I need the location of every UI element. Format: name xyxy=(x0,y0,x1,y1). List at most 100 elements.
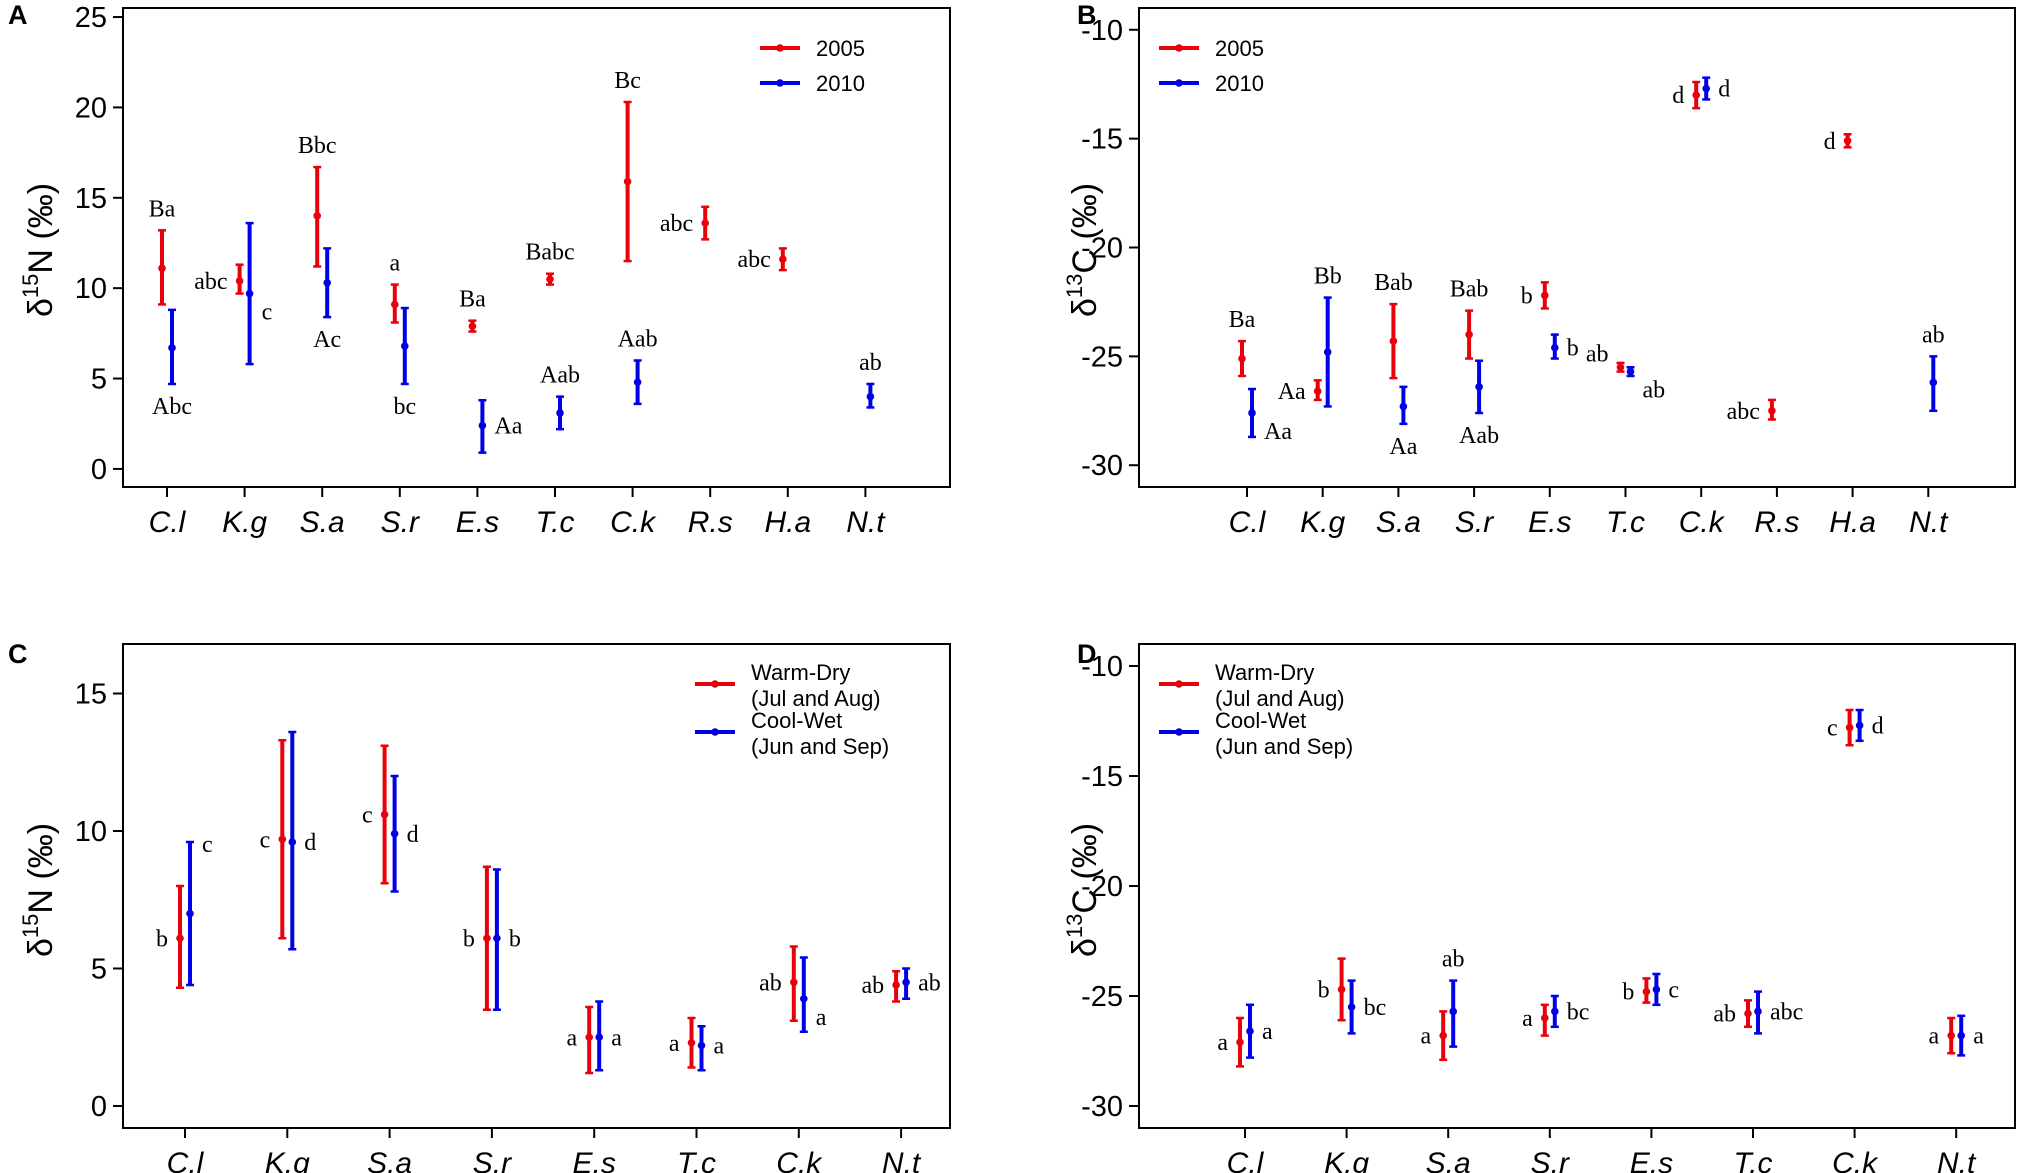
significance-label: Ba xyxy=(149,196,176,222)
mean-point xyxy=(585,1033,593,1042)
mean-point xyxy=(1399,402,1408,411)
mean-point xyxy=(1449,1007,1457,1016)
significance-label: a xyxy=(1522,1006,1533,1032)
x-tick-label: N.t xyxy=(1937,1147,1977,1173)
significance-label: Ac xyxy=(313,327,341,353)
significance-label: d xyxy=(1672,83,1684,109)
mean-point xyxy=(1248,409,1256,417)
legend-label: 2005 xyxy=(1215,36,1264,61)
mean-point xyxy=(186,909,194,918)
significance-label: b xyxy=(1521,283,1533,309)
y-tick-label: 0 xyxy=(91,454,107,486)
y-tick-label: 10 xyxy=(75,816,107,848)
mean-point xyxy=(278,835,287,844)
mean-point xyxy=(701,219,709,227)
y-tick-label: -25 xyxy=(1081,341,1123,373)
mean-point xyxy=(1389,337,1398,345)
mean-point xyxy=(1754,1007,1762,1016)
mean-point xyxy=(1347,1003,1356,1011)
mean-point xyxy=(902,978,910,987)
legend-label: Warm-Dry xyxy=(751,660,850,685)
legend-marker xyxy=(711,728,719,736)
legend-marker xyxy=(1175,728,1183,736)
mean-point xyxy=(1947,1031,1955,1040)
significance-label: b xyxy=(1318,977,1330,1003)
x-tick-label: C.l xyxy=(167,1147,205,1173)
significance-label: abc xyxy=(1770,999,1803,1025)
significance-label: a xyxy=(1929,1024,1940,1050)
significance-label: Aab xyxy=(540,363,580,389)
significance-label: d xyxy=(304,830,316,856)
panel-letter-c: C xyxy=(8,639,28,669)
legend-label: (Jun and Sep) xyxy=(1215,734,1353,759)
significance-label: a xyxy=(567,1025,578,1051)
mean-point xyxy=(1744,1009,1752,1018)
x-tick-label: R.s xyxy=(1754,506,1799,539)
significance-label: b xyxy=(156,926,168,952)
mean-point xyxy=(468,322,477,330)
y-tick-label: -30 xyxy=(1081,450,1123,482)
x-tick-label: N.t xyxy=(1909,506,1949,539)
panel-a: A 0 5 10 15 20 25 δ15N (‰) C.l K.g S.a S.r E.s T.c C.k… xyxy=(8,0,951,539)
mean-point xyxy=(380,810,389,819)
y-tick-label: 25 xyxy=(75,2,107,34)
legend-marker xyxy=(776,79,784,87)
significance-label: ab xyxy=(1713,1002,1736,1028)
mean-point xyxy=(1652,985,1661,994)
x-tick-label: T.c xyxy=(1606,506,1645,539)
mean-point xyxy=(687,1038,696,1047)
y-axis-title: δ15N (‰) xyxy=(18,183,60,317)
legend-marker xyxy=(776,44,784,52)
legend: Warm-Dry(Jul and Aug)Cool-Wet(Jun and Se… xyxy=(1159,660,1353,759)
x-tick-label: K.g xyxy=(1300,506,1345,539)
significance-label: bc xyxy=(1364,995,1387,1021)
significance-label: Aa xyxy=(1264,419,1292,445)
x-tick-label: E.s xyxy=(573,1147,616,1173)
significance-label: Aa xyxy=(1389,434,1417,460)
mean-point xyxy=(1337,985,1346,994)
significance-label: c xyxy=(260,827,271,853)
x-tick-label: S.r xyxy=(381,506,420,539)
mean-point xyxy=(779,255,787,264)
x-tick-label: S.r xyxy=(473,1147,512,1173)
significance-label: c xyxy=(1827,716,1838,742)
mean-point xyxy=(1465,330,1473,339)
mean-point xyxy=(633,378,642,386)
y-tick-label: 15 xyxy=(75,183,107,215)
mean-point xyxy=(1313,387,1322,396)
x-tick-label: C.k xyxy=(1679,506,1726,539)
significance-label: a xyxy=(1217,1030,1228,1056)
mean-point xyxy=(1845,723,1854,732)
legend-label: 2010 xyxy=(1215,71,1264,96)
mean-point xyxy=(556,409,564,417)
legend-label: Cool-Wet xyxy=(1215,708,1306,733)
mean-point xyxy=(790,978,798,987)
significance-label: a xyxy=(714,1034,725,1060)
mean-point xyxy=(176,934,184,943)
mean-point xyxy=(478,421,487,430)
significance-label: d xyxy=(407,822,419,848)
mean-point xyxy=(1541,291,1549,300)
legend-label: 2005 xyxy=(816,36,865,61)
mean-point xyxy=(168,344,176,352)
y-axis-title: δ13C (‰) xyxy=(1062,183,1104,317)
y-tick-label: 20 xyxy=(75,92,107,124)
x-tick-label: C.k xyxy=(1832,1147,1879,1173)
mean-point xyxy=(1475,383,1483,391)
significance-label: Aab xyxy=(618,326,658,352)
significance-label: d xyxy=(1824,129,1836,155)
legend: 2005 2010 xyxy=(1159,36,1264,96)
significance-label: b xyxy=(463,926,475,952)
significance-label: abc xyxy=(194,269,227,295)
y-tick-label: 15 xyxy=(75,679,107,711)
significance-label: bc xyxy=(1567,999,1590,1025)
x-tick-label: K.g xyxy=(265,1147,310,1173)
significance-label: a xyxy=(1262,1019,1273,1045)
x-tick-label: C.k xyxy=(776,1147,823,1173)
mean-point xyxy=(1616,363,1625,372)
mean-point xyxy=(313,212,322,220)
panel-d: D-10 -15 -20 -25 -30 δ13C (‰) C.l K.g S.a S.r E.s T… xyxy=(1062,639,2016,1173)
mean-point xyxy=(390,829,399,838)
significance-label: c xyxy=(1668,977,1679,1003)
y-tick-label: 10 xyxy=(75,273,107,305)
